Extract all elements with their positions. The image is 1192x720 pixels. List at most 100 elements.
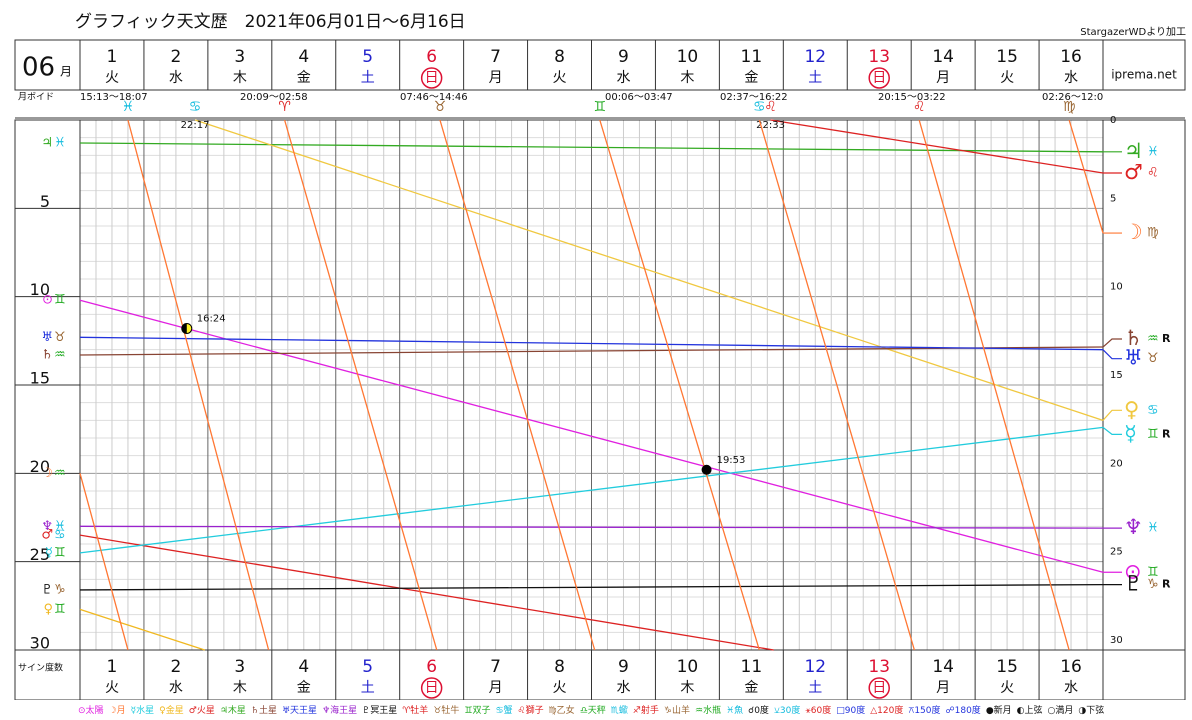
weekday: 金	[744, 70, 758, 86]
day-number: 8	[554, 657, 565, 677]
weekday: 土	[808, 70, 822, 86]
legend-item: ♂火星	[188, 705, 215, 716]
day-number: 7	[490, 657, 501, 677]
legend-item: △120度	[870, 705, 904, 716]
right-sign: ♑	[1147, 577, 1159, 592]
day-number: 8	[554, 47, 565, 67]
ingress-sign: ♌	[764, 99, 777, 115]
y-tick-label: 5	[40, 192, 50, 211]
retro: R	[1162, 427, 1171, 440]
day-number: 4	[298, 47, 309, 67]
weekday: 火	[105, 70, 119, 86]
weekday: 日	[872, 680, 886, 696]
left-planet: ♅	[41, 330, 53, 345]
legend-item: ♍乙女	[548, 705, 575, 716]
left-sign: ♊	[54, 545, 66, 560]
legend-item: ♃木星	[219, 705, 246, 716]
weekday: 金	[297, 70, 311, 86]
quarter-moon-shade	[181, 323, 187, 334]
right-sign: ♍	[1147, 226, 1159, 241]
ingress-sign: ♋	[753, 99, 766, 115]
planet-line	[283, 119, 438, 651]
planet-line	[79, 299, 1104, 573]
legend-item: ◑下弦	[1078, 705, 1105, 716]
left-planet: ♇	[41, 582, 53, 597]
ingress-sign: ♍	[1063, 99, 1076, 115]
planet-line	[79, 534, 774, 651]
day-number: 3	[234, 47, 245, 67]
new-moon	[701, 464, 712, 475]
y-tick-label-right: 25	[1110, 547, 1123, 558]
right-sign: ♓	[1147, 144, 1159, 159]
legend-item: ♏蠍	[610, 705, 628, 716]
day-number: 12	[804, 657, 826, 677]
void-time: 07:46～14:46	[400, 92, 468, 103]
weekday: 土	[361, 680, 375, 696]
day-number: 4	[298, 657, 309, 677]
planet-line	[79, 346, 1104, 356]
y-tick-label-right: 15	[1110, 370, 1123, 381]
left-planet: ♀	[43, 602, 53, 617]
retro: R	[1162, 332, 1171, 345]
planet-line	[79, 336, 1104, 351]
planet-line	[770, 119, 1104, 174]
right-sign: ♌	[1147, 166, 1159, 181]
legend-item: ♎天秤	[579, 705, 606, 716]
day-number: 9	[618, 47, 629, 67]
legend-item: ♆海王星	[322, 705, 358, 716]
planet-line	[758, 119, 916, 651]
planet-line	[79, 608, 205, 651]
legend-item: ◐上弦	[1016, 705, 1043, 716]
weekday: 火	[1000, 70, 1014, 86]
planet-line	[79, 142, 1104, 153]
day-number: 15	[996, 657, 1018, 677]
left-sign: ♉	[54, 330, 66, 345]
y-tick-label-right: 0	[1110, 115, 1116, 126]
weekday: 木	[680, 680, 694, 696]
sunday-circle	[420, 677, 443, 699]
planet-line	[127, 119, 270, 651]
day-number: 1	[107, 657, 118, 677]
day-number: 14	[932, 47, 954, 67]
left-sign: ♒	[54, 347, 66, 362]
sunday-circle	[868, 67, 890, 89]
weekday: 木	[233, 70, 247, 86]
ingress-sign: ♓	[122, 99, 135, 115]
day-number: 13	[868, 657, 890, 677]
left-planet: ♃	[41, 135, 53, 150]
legend-item: ♅天王星	[281, 705, 318, 716]
y-tick-label-right: 5	[1110, 193, 1116, 204]
planet-line	[918, 119, 1070, 651]
void-time: 02:26～12:0	[1042, 92, 1103, 103]
weekday: 木	[680, 70, 694, 86]
left-planet: ♄	[41, 347, 53, 362]
legend-item: ⚹60度	[805, 705, 832, 716]
site: iprema.net	[1111, 68, 1177, 82]
right-planet: ☿	[1124, 421, 1137, 445]
right-planet: ♄	[1124, 326, 1143, 350]
legend-item: ☽月	[108, 705, 126, 716]
source-note: StargazerWDより加工	[1080, 26, 1186, 38]
legend-item: ♀金星	[159, 705, 184, 716]
legend-item: ⊙太陽	[78, 705, 104, 716]
ingress-sign: ♌	[913, 99, 926, 115]
legend-item: ♌獅子	[517, 705, 544, 716]
day-number: 6	[426, 657, 437, 677]
legend-item: ♉牡牛	[433, 705, 460, 716]
left-sign: ♒	[54, 466, 66, 481]
ingress-sign: ♈	[278, 99, 291, 115]
weekday: 水	[616, 680, 630, 696]
legend-item: ♋蟹	[495, 705, 513, 716]
weekday: 火	[553, 680, 567, 696]
weekday: 水	[1064, 70, 1078, 86]
day-number: 16	[1060, 657, 1082, 677]
event-time: 19:53	[717, 455, 746, 466]
weekday: 月	[489, 70, 503, 86]
day-number: 13	[868, 47, 890, 67]
right-sign: ♉	[1147, 351, 1159, 366]
weekday: 水	[169, 680, 183, 696]
right-sign: ♊	[1147, 565, 1159, 580]
leader-line	[1102, 338, 1122, 348]
legend-item: ☿水星	[130, 705, 155, 716]
sunday-circle	[868, 677, 890, 699]
